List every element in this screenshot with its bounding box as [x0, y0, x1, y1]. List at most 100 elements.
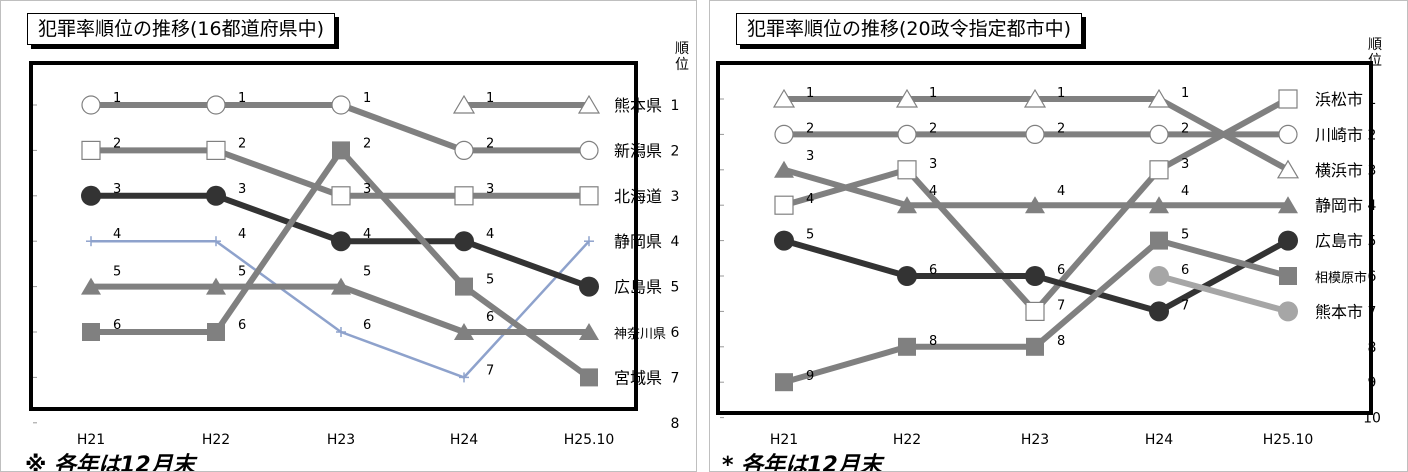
y-tick-label: 3 — [671, 189, 680, 205]
y-tick-label: 2 — [671, 143, 680, 159]
data-label: 1 — [113, 91, 121, 106]
rank-axis-label: 順位 — [675, 41, 689, 73]
data-marker — [1025, 124, 1045, 144]
footnote: * 各年は12月末 — [722, 453, 882, 472]
x-tick-label: H21 — [770, 432, 798, 448]
data-label: 4 — [929, 184, 937, 199]
data-marker — [897, 160, 917, 180]
y-tick-label: 10 — [1363, 411, 1381, 427]
y-tick-label: 8 — [671, 416, 680, 432]
data-marker — [897, 266, 917, 286]
rank-axis-label: 順位 — [1368, 37, 1382, 69]
chart-panel-cities: 1 2 3 4 5 6 7 8 9 10 H21 H22 H23 H24 H25.10 4 3 7 3 浜松市 2 2 2 2… — [709, 0, 1408, 472]
x-tick-label: H25.10 — [1263, 432, 1314, 448]
data-marker — [331, 277, 351, 295]
data-label: 4 — [806, 192, 814, 207]
data-label: 3 — [238, 182, 246, 197]
data-marker — [774, 195, 794, 215]
chart-title: 犯罪率順位の推移(20政令指定都市中) — [736, 13, 1083, 45]
data-label: 3 — [929, 157, 937, 172]
x-tick-label: H24 — [1145, 432, 1173, 448]
data-marker — [577, 94, 601, 114]
data-marker — [579, 323, 599, 340]
footnote: ※ 各年は12月末 — [25, 453, 195, 472]
data-label: 1 — [806, 86, 814, 101]
data-marker — [454, 323, 474, 340]
data-marker — [206, 95, 226, 115]
data-marker — [897, 124, 917, 144]
data-marker — [1025, 196, 1045, 214]
data-label: 8 — [1057, 334, 1065, 349]
series-name-label: 川崎市 — [1315, 125, 1363, 144]
data-marker — [1278, 89, 1298, 109]
data-marker — [1279, 267, 1297, 285]
data-label: 6 — [929, 263, 937, 278]
data-marker — [1149, 160, 1169, 180]
data-label: 7 — [486, 363, 494, 378]
y-tick-label: 7 — [1368, 304, 1377, 320]
y-tick-label: 2 — [1368, 127, 1377, 143]
data-marker — [1149, 196, 1169, 214]
y-tick-label: 1 — [1368, 92, 1377, 108]
data-label: 2 — [238, 136, 246, 151]
series-name-label: 浜松市 — [1315, 90, 1363, 109]
data-marker — [774, 230, 794, 251]
data-label: 4 — [1057, 184, 1065, 199]
data-label: 5 — [363, 265, 371, 280]
data-label: 7 — [1181, 298, 1189, 313]
data-label: 2 — [1181, 121, 1189, 136]
series-name-label: 広島市 — [1315, 232, 1363, 251]
data-label: 2 — [806, 121, 814, 136]
data-label: 4 — [363, 227, 371, 242]
data-label: 4 — [238, 227, 246, 242]
chart-title: 犯罪率順位の推移(16都道府県中) — [27, 13, 336, 45]
data-marker — [206, 185, 226, 206]
data-label: 2 — [929, 121, 937, 136]
data-label: 4 — [113, 227, 121, 242]
series-name-label: 静岡市 — [1315, 196, 1363, 215]
data-marker — [1278, 124, 1298, 144]
x-tick-label: H22 — [202, 432, 230, 448]
data-marker — [81, 185, 101, 206]
data-marker — [579, 186, 599, 206]
data-marker — [1026, 337, 1044, 356]
data-marker — [81, 277, 101, 295]
x-tick-label: H24 — [450, 432, 478, 448]
y-tick-label: 8 — [1368, 340, 1377, 356]
data-label: 3 — [363, 182, 371, 197]
x-tick-label: H25.10 — [564, 432, 615, 448]
data-marker — [1025, 266, 1045, 286]
data-marker — [454, 231, 474, 252]
data-marker — [897, 196, 917, 214]
y-tick-label: 5 — [671, 280, 680, 296]
y-tick-label: 5 — [1368, 234, 1377, 250]
data-label: 2 — [363, 136, 371, 151]
data-label: 6 — [113, 318, 121, 333]
series-name-label: 熊本県 — [614, 96, 662, 115]
series-name-label: 静岡県 — [614, 232, 662, 251]
data-label: 7 — [1057, 298, 1065, 313]
data-marker — [772, 88, 796, 108]
data-marker — [1149, 266, 1169, 286]
data-marker — [331, 231, 351, 252]
data-marker — [580, 368, 598, 387]
data-marker — [898, 337, 916, 356]
data-label: 6 — [363, 318, 371, 333]
data-marker — [81, 95, 101, 115]
data-marker — [454, 186, 474, 206]
series-name-label: 新潟県 — [614, 141, 662, 160]
data-marker — [1149, 124, 1169, 144]
y-tick-label: 3 — [1368, 163, 1377, 179]
data-marker — [579, 276, 599, 297]
data-label: 8 — [929, 334, 937, 349]
data-marker — [455, 277, 473, 296]
data-label: 2 — [113, 136, 121, 151]
data-label: 6 — [1181, 263, 1189, 278]
data-label: 1 — [1057, 86, 1065, 101]
chart-panel-prefectures: 1 2 3 4 5 6 7 8 H21 H22 H23 H24 H25.10 1 熊本県 1 1 1 2 新潟県 2 2 3… — [0, 0, 697, 472]
data-marker — [1278, 230, 1298, 251]
data-label: 6 — [1057, 263, 1065, 278]
y-tick-label: 6 — [1368, 269, 1377, 285]
data-marker — [1276, 159, 1300, 179]
data-label: 4 — [1181, 184, 1189, 199]
